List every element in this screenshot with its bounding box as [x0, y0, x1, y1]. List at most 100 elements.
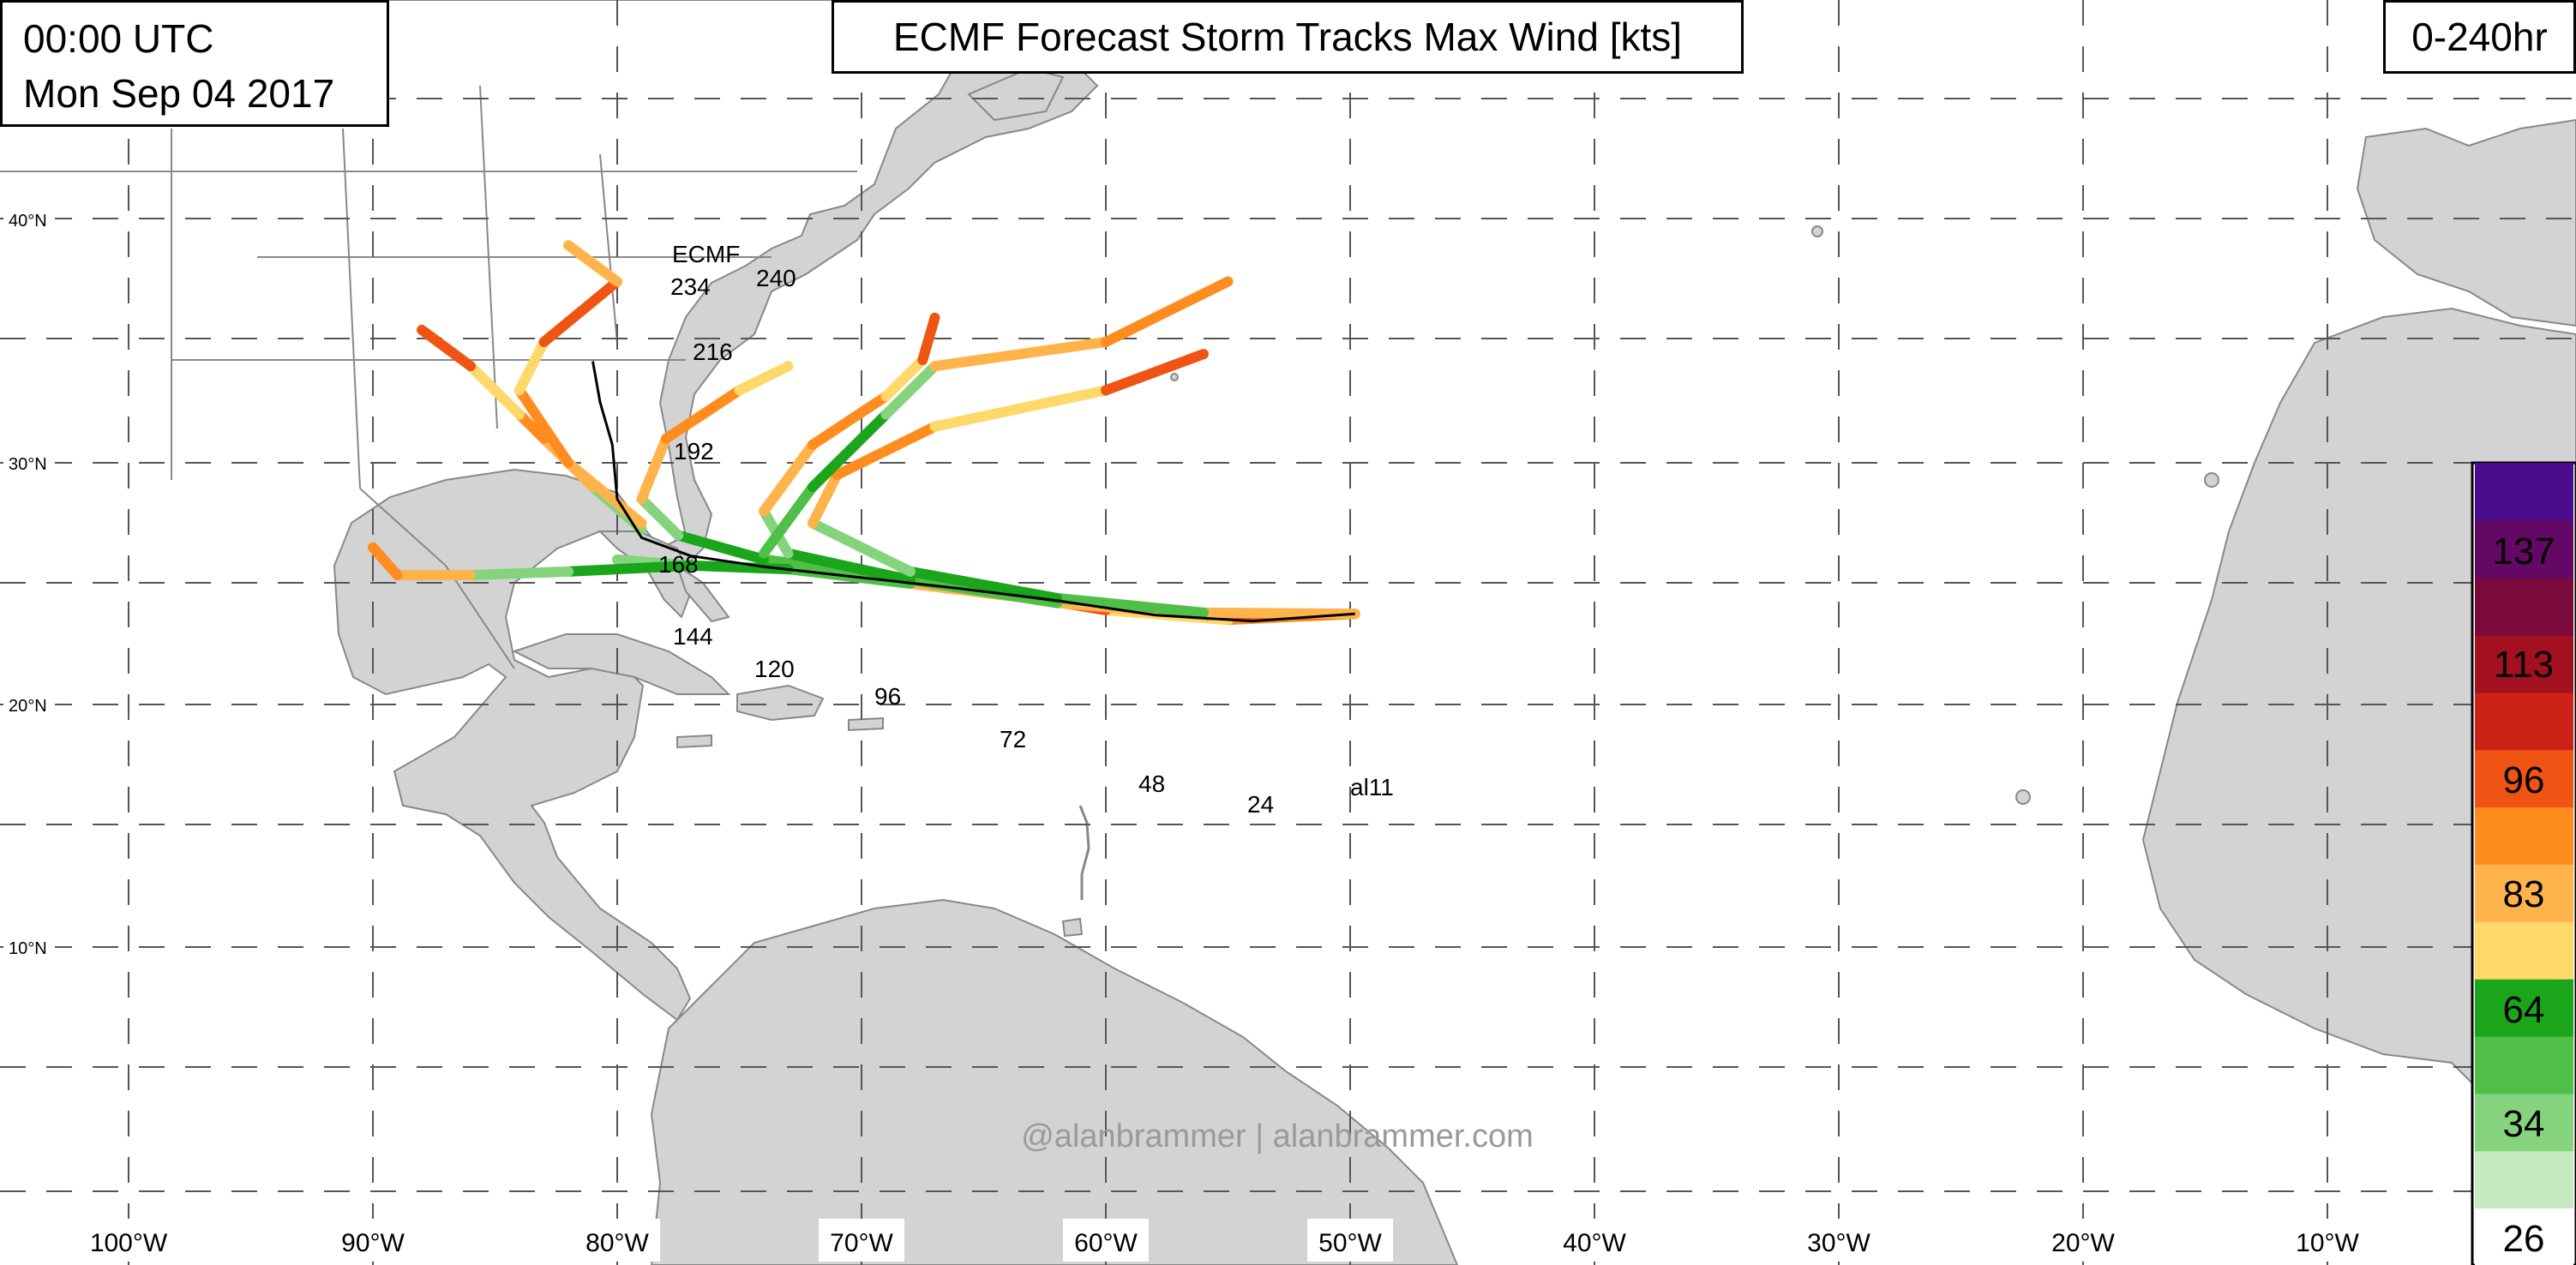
- ensemble-track-segment: [636, 433, 671, 505]
- political-borders: [0, 85, 857, 669]
- lat-label-20n: 20°N: [9, 697, 47, 716]
- ensemble-track-segment: [514, 385, 573, 468]
- forecast-range: 0-240hr: [2383, 0, 2576, 74]
- hour-label-144: 144: [673, 623, 713, 650]
- bahamas-land: [676, 563, 730, 623]
- cape-verde-islands: [2015, 789, 2031, 805]
- ensemble-track-segment: [905, 566, 1062, 603]
- ensemble-track-segment: [808, 409, 892, 493]
- hour-label-192: 192: [674, 438, 714, 465]
- ensemble-track-segment: [636, 494, 684, 541]
- lon-label-80w: 80°W: [585, 1229, 649, 1257]
- colorbar-swatch: [2475, 577, 2573, 636]
- hour-label-234: 234: [670, 273, 711, 300]
- lon-label-50w: 50°W: [1318, 1229, 1382, 1257]
- ensemble-track-segment: [880, 361, 940, 420]
- colorbar: 26 34 64 83 96 113 137: [2471, 461, 2576, 1265]
- colorbar-label-26: 26: [2503, 1218, 2545, 1260]
- hour-label-240: 240: [756, 265, 796, 291]
- colorbar-swatch: [2475, 634, 2573, 693]
- colorbar-swatch: [2475, 1208, 2573, 1265]
- ensemble-track-segment: [514, 337, 549, 396]
- ensemble-tracks: [368, 240, 1360, 626]
- time-label: 00:00 UTC: [23, 16, 214, 61]
- lon-label-30w: 30°W: [1807, 1229, 1870, 1257]
- map-title: ECMF Forecast Storm Tracks Max Wind [kts…: [832, 0, 1744, 74]
- lat-label-10n: 10°N: [9, 939, 47, 958]
- canary-islands: [2204, 472, 2219, 488]
- hour-label-48: 48: [1138, 770, 1165, 797]
- date-label: Mon Sep 04 2017: [23, 71, 335, 116]
- ensemble-track-segment: [563, 458, 647, 529]
- latitude-labels: 40°N 30°N 20°N 10°N: [3, 209, 55, 959]
- ensemble-track-segment: [563, 560, 696, 577]
- ensemble-track-segment: [417, 324, 476, 372]
- ensemble-track-segment: [808, 391, 892, 450]
- forecast-hour-labels: 24 48 72 96 120 144 168 192 216 234 240 …: [658, 241, 1394, 818]
- longitude-labels: 100°W 90°W 80°W 70°W 60°W 50°W 40°W 30°W…: [86, 1219, 2370, 1262]
- colorbar-swatch: [2475, 519, 2573, 579]
- model-label: ECMF: [672, 241, 740, 267]
- ensemble-track-segment: [917, 312, 940, 366]
- ensemble-track-segment: [734, 361, 794, 396]
- ensemble-track-segment: [1101, 276, 1234, 347]
- ensemble-track-segment: [1052, 592, 1209, 618]
- ensemble-track-segment: [929, 385, 1111, 432]
- jamaica-land: [676, 734, 712, 749]
- bermuda-island: [1170, 373, 1179, 381]
- colorbar-label-34: 34: [2503, 1103, 2545, 1145]
- ensemble-track-segment: [783, 548, 916, 585]
- lon-label-70w: 70°W: [830, 1229, 893, 1257]
- hour-label-120: 120: [754, 656, 795, 682]
- ensemble-track-segment: [514, 409, 549, 444]
- hour-label-216: 216: [693, 339, 733, 365]
- ensemble-track-segment: [538, 276, 622, 347]
- ensemble-track-segment: [880, 355, 928, 402]
- cuba-land: [512, 633, 731, 695]
- ecmf-deterministic-track: [591, 361, 1355, 623]
- storm-id-label: al11: [1350, 774, 1394, 800]
- hispaniola-land: [736, 684, 825, 722]
- hour-label-72: 72: [1000, 726, 1026, 752]
- colorbar-swatch: [2475, 806, 2573, 865]
- lon-label-90w: 90°W: [341, 1229, 405, 1257]
- puerto-rico-land: [848, 716, 884, 732]
- hour-label-24: 24: [1247, 791, 1274, 818]
- colorbar-swatch: [2475, 1035, 2573, 1094]
- lesser-antilles: [1078, 805, 1090, 900]
- ensemble-track-segment: [929, 337, 1111, 372]
- ensemble-track-segment: [1101, 349, 1209, 396]
- colorbar-label-83: 83: [2503, 873, 2545, 915]
- date-box: 00:00 UTC Mon Sep 04 2017: [0, 0, 389, 127]
- ensemble-track-segment: [832, 421, 940, 481]
- lat-label-40n: 40°N: [9, 212, 47, 231]
- hour-label-168: 168: [658, 551, 699, 578]
- colorbar-label-137: 137: [2492, 531, 2555, 573]
- ensemble-track-segment: [661, 385, 745, 444]
- colorbar-swatch: [2475, 978, 2573, 1037]
- colorbar-swatch: [2475, 749, 2573, 808]
- ensemble-track-segment: [759, 439, 818, 517]
- north-america-land: [0, 0, 1099, 1022]
- lon-label-10w: 10°W: [2296, 1229, 2359, 1257]
- colorbar-label-96: 96: [2503, 759, 2545, 801]
- ensemble-track-segment: [759, 482, 818, 559]
- lon-label-40w: 40°W: [1563, 1229, 1626, 1257]
- colorbar-swatches: [2475, 463, 2573, 1265]
- ensemble-track-segment: [563, 240, 622, 287]
- lon-label-20w: 20°W: [2051, 1229, 2115, 1257]
- ensemble-track-segment: [1198, 607, 1360, 620]
- lon-label-60w: 60°W: [1074, 1229, 1138, 1257]
- colorbar-swatch: [2475, 864, 2573, 922]
- ensemble-track-segment: [673, 530, 769, 565]
- hour-label-96: 96: [874, 683, 901, 710]
- colorbar-label-64: 64: [2503, 989, 2545, 1031]
- colorbar-label-113: 113: [2494, 644, 2554, 686]
- watermark: @alanbrammer | alanbrammer.com: [1021, 1118, 1534, 1154]
- trinidad-land: [1061, 917, 1084, 938]
- iberia-land: [2356, 118, 2576, 327]
- ensemble-track-segment: [465, 566, 573, 581]
- colorbar-swatch: [2475, 1150, 2573, 1209]
